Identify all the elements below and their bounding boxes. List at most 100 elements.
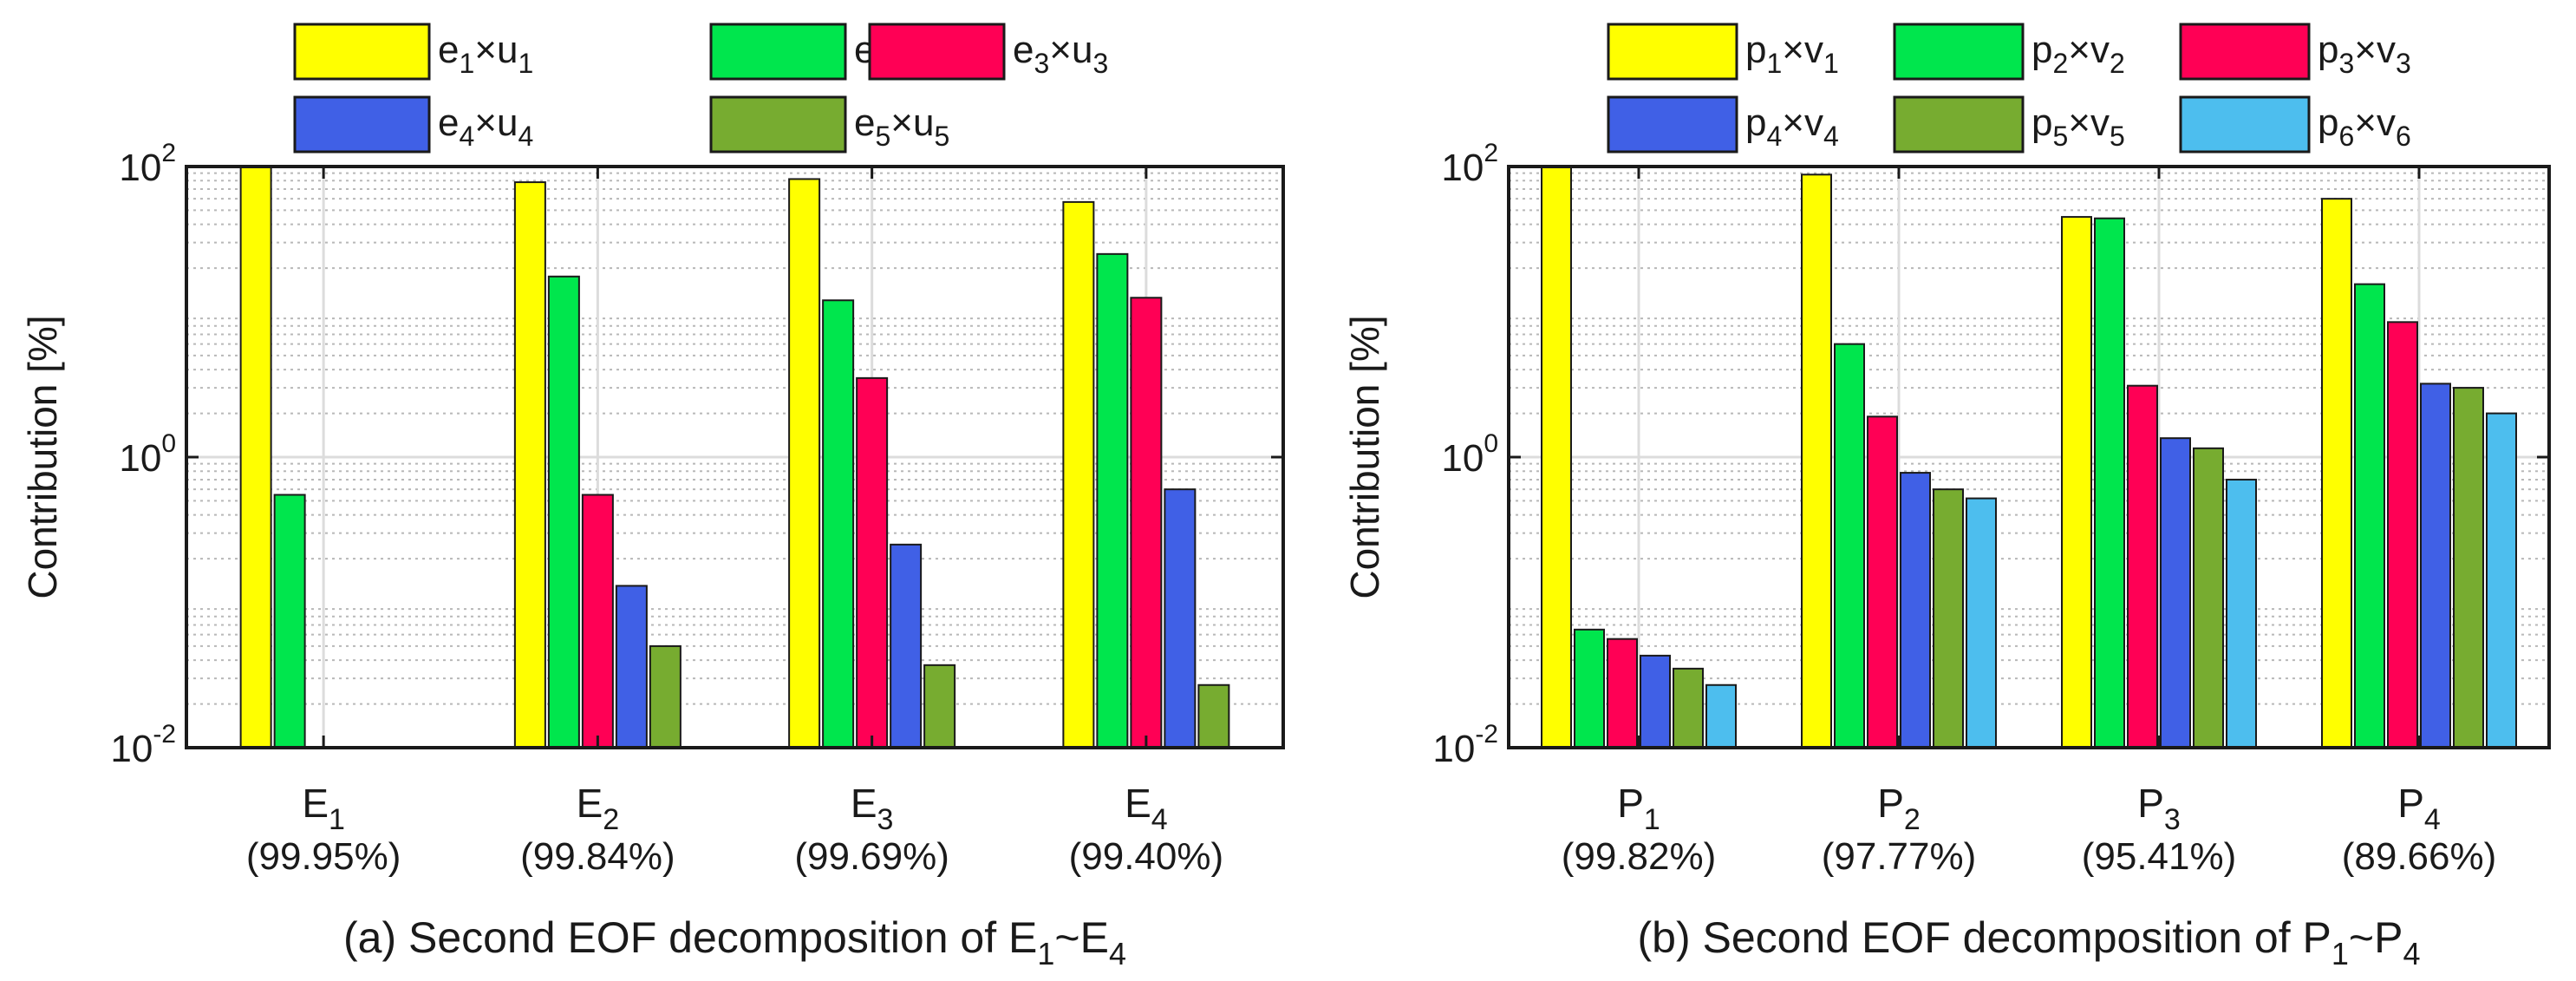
x-tick-label: E3 <box>851 781 894 836</box>
bar-p6-P3 <box>2226 478 2257 749</box>
legend-swatch-p5 <box>1893 95 2025 154</box>
bar-p6-P1 <box>1705 683 1737 749</box>
bar-p3-P2 <box>1867 415 1898 749</box>
bar-p2-P1 <box>1574 628 1605 749</box>
bar-e3-E2 <box>581 494 614 749</box>
x-tick-main: P <box>1617 781 1644 826</box>
legend-times: × <box>474 101 497 144</box>
legend-label-p5: p5×v5 <box>2031 101 2125 152</box>
y-tick-base: 10 <box>119 147 161 189</box>
panel-title: (b) Second EOF decomposition of P1~P4 <box>1637 913 2420 971</box>
legend-times: × <box>1782 101 1804 144</box>
y-tick-base: 10 <box>110 728 153 770</box>
panel-title-text: (b) Second EOF decomposition of P <box>1637 913 2331 962</box>
legend-swatch-e4 <box>293 95 431 154</box>
bar-e4-E2 <box>615 585 648 749</box>
y-tick-base: 10 <box>1432 728 1475 770</box>
bar-e5-E2 <box>649 644 681 749</box>
x-tick-label: E1 <box>302 781 345 836</box>
panel-title-text: ~P <box>2349 913 2403 962</box>
y-tick-exponent: 0 <box>161 429 176 458</box>
panel-title-subscript: 1 <box>1037 936 1054 971</box>
legend-subscript: 3 <box>1092 48 1108 79</box>
legend-label-e4: e4×u4 <box>438 101 533 152</box>
bar-e4-E4 <box>1164 488 1197 749</box>
bar-e3-E3 <box>856 376 889 749</box>
bar-e5-E4 <box>1197 683 1230 749</box>
bar-p1-P4 <box>2321 198 2352 749</box>
legend-label-p6: p6×v6 <box>2318 101 2411 152</box>
bar-p2-P3 <box>2094 217 2125 749</box>
legend-subscript: 1 <box>1766 48 1782 79</box>
x-tick-percent: (97.77%) <box>1822 835 1977 878</box>
panel-title-subscript: 4 <box>1109 936 1126 971</box>
y-tick-label: 100 <box>119 429 176 480</box>
x-tick-percent: (89.66%) <box>2342 835 2497 878</box>
x-tick-label: P3 <box>2137 781 2181 836</box>
legend-label-p3: p3×v3 <box>2318 29 2411 79</box>
legend-swatch-p1 <box>1607 23 1738 81</box>
legend-var-b: v <box>2377 29 2396 71</box>
legend-var-b: v <box>1804 101 1823 144</box>
y-tick-label: 102 <box>119 139 176 189</box>
bar-e1-E2 <box>513 181 546 749</box>
y-tick-base: 10 <box>1441 437 1484 480</box>
legend-var-a: p <box>2318 29 2338 71</box>
y-tick-label: 102 <box>1441 139 1498 189</box>
x-tick-percent: (99.84%) <box>520 835 675 878</box>
x-tick-percent: (99.95%) <box>246 835 401 878</box>
bars <box>1541 166 2517 749</box>
bar-e1-E1 <box>239 166 272 749</box>
y-tick-exponent: 0 <box>1484 429 1498 458</box>
panel-title-subscript: 4 <box>2403 936 2420 971</box>
x-tick-label: P4 <box>2397 781 2441 836</box>
bar-p4-P4 <box>2420 383 2451 749</box>
y-tick-exponent: 2 <box>161 139 176 167</box>
legend-subscript: 1 <box>1823 48 1839 79</box>
legend-times: × <box>1782 29 1804 71</box>
legend-label-p1: p1×v1 <box>1745 29 1839 79</box>
bar-p3-P1 <box>1607 638 1638 749</box>
bar-p1-P2 <box>1801 173 1832 749</box>
legend-subscript: 4 <box>1823 121 1839 152</box>
legend-swatch-e2 <box>709 23 847 81</box>
legend-times: × <box>1049 29 1072 71</box>
legend-subscript: 5 <box>875 121 890 152</box>
x-tick-main: E <box>577 781 603 826</box>
bar-p6-P2 <box>1966 497 1997 749</box>
legend-subscript: 3 <box>1034 48 1049 79</box>
bar-p3-P3 <box>2127 384 2158 749</box>
x-tick-subscript: 3 <box>2164 803 2181 836</box>
legend-swatch-e1 <box>293 23 431 81</box>
x-tick-subscript: 1 <box>329 803 345 836</box>
bar-e1-E4 <box>1062 200 1095 749</box>
legend-var-b: v <box>2090 101 2110 144</box>
x-tick-label: E4 <box>1125 781 1168 836</box>
panel-title: (a) Second EOF decomposition of E1~E4 <box>343 913 1126 971</box>
bar-p5-P1 <box>1673 667 1704 749</box>
legend-var-b: v <box>2377 101 2396 144</box>
bar-p1-P3 <box>2061 216 2092 749</box>
x-tick-percent: (99.40%) <box>1069 835 1224 878</box>
legend-times: × <box>2068 101 2090 144</box>
bar-e2-E1 <box>273 494 306 749</box>
legend-subscript: 4 <box>459 121 474 152</box>
legend-times: × <box>890 101 913 144</box>
legend-var-a: e <box>438 29 459 71</box>
bar-e2-E3 <box>822 299 855 749</box>
legend-subscript: 6 <box>2338 121 2354 152</box>
legend-subscript: 3 <box>2396 48 2411 79</box>
legend-var-a: e <box>854 101 875 144</box>
legend-var-b: v <box>2090 29 2110 71</box>
bars <box>239 166 1230 749</box>
x-tick-main: E <box>851 781 877 826</box>
legend-subscript: 5 <box>2110 121 2125 152</box>
x-tick-subscript: 2 <box>603 803 619 836</box>
legend-var-a: p <box>1745 29 1766 71</box>
bar-e3-E4 <box>1130 297 1163 749</box>
bar-p5-P3 <box>2193 447 2224 749</box>
x-tick-main: E <box>1125 781 1151 826</box>
y-tick-label: 10-2 <box>110 720 176 770</box>
